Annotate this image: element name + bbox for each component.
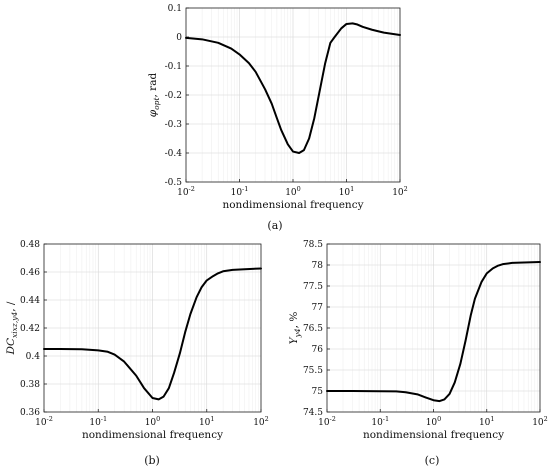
y-axis-unit: , rad <box>147 73 159 98</box>
chart-panel-c: 10-2 10-1 100 101 10274.57575.57676.57777.57… <box>288 240 548 467</box>
x-tick-base: 10 <box>318 418 330 428</box>
x-tick-exponent: 2 <box>544 415 548 423</box>
y-tick-label: 77.5 <box>303 282 323 292</box>
y-axis-label: DCxixz,y4, / <box>5 301 19 355</box>
panel-label: (c) <box>425 454 440 467</box>
series-line-c <box>326 261 541 403</box>
y-axis-subscript: opt <box>152 97 161 110</box>
x-tick-base: 10 <box>479 418 491 428</box>
y-axis-subscript: y4 <box>293 328 302 338</box>
x-tick-exponent: 0 <box>437 415 441 423</box>
x-tick-base: 10 <box>89 418 101 428</box>
series-line-a <box>185 22 401 154</box>
y-tick-label: 0.36 <box>20 408 40 418</box>
y-axis-label: Yy4, % <box>288 312 302 345</box>
x-tick-base: 10 <box>339 188 351 198</box>
y-axis-symbol: DC <box>5 338 17 355</box>
y-tick-label: 76 <box>312 345 324 355</box>
x-tick-exponent: -2 <box>330 415 336 423</box>
y-tick-label: 77 <box>312 303 324 313</box>
panel-label: (b) <box>144 454 160 467</box>
x-axis-label: nondimensional frequency <box>82 429 223 441</box>
y-axis-unit: , % <box>288 312 300 329</box>
x-tick-base: 10 <box>426 418 438 428</box>
x-tick-label: 101 <box>199 415 215 428</box>
chart-panel-b: 10-2 10-1 100 101 1020.360.380.40.420.440.46… <box>5 240 269 467</box>
x-tick-exponent: -1 <box>101 415 107 423</box>
x-tick-exponent: -1 <box>242 185 248 193</box>
x-tick-exponent: -1 <box>383 415 389 423</box>
x-tick-label: 102 <box>253 415 269 428</box>
chart-panel-a: 10-2 10-1 100 101 102-0.5-0.4-0.3-0.2-0.100.… <box>147 4 408 232</box>
x-tick-exponent: -2 <box>47 415 53 423</box>
x-tick-label: 10-2 <box>35 415 53 428</box>
x-tick-label: 10-1 <box>231 185 249 198</box>
y-tick-label: 0.42 <box>20 324 40 334</box>
y-tick-label: -0.3 <box>165 120 183 130</box>
x-tick-base: 10 <box>285 188 297 198</box>
y-tick-label: 74.5 <box>303 408 323 418</box>
x-axis-label: nondimensional frequency <box>363 429 504 441</box>
x-tick-label: 100 <box>285 185 301 198</box>
x-tick-label: 101 <box>479 415 495 428</box>
x-tick-exponent: 0 <box>297 185 301 193</box>
y-axis-symbol: Y <box>288 336 300 344</box>
y-tick-label: -0.5 <box>165 178 183 188</box>
x-tick-exponent: 1 <box>210 415 214 423</box>
x-tick-label: 100 <box>145 415 161 428</box>
y-tick-label: 0.4 <box>26 352 41 362</box>
x-tick-base: 10 <box>532 418 544 428</box>
x-tick-label: 10-1 <box>371 415 389 428</box>
x-tick-label: 10-2 <box>177 185 195 198</box>
y-tick-label: 76.5 <box>303 324 323 334</box>
x-tick-exponent: 2 <box>404 185 408 193</box>
x-tick-base: 10 <box>231 188 243 198</box>
y-tick-label: 75.5 <box>303 366 323 376</box>
x-tick-exponent: 0 <box>156 415 160 423</box>
x-tick-base: 10 <box>253 418 265 428</box>
y-tick-label: 0.38 <box>20 380 40 390</box>
x-tick-label: 102 <box>532 415 548 428</box>
x-tick-label: 10-1 <box>89 415 107 428</box>
x-tick-base: 10 <box>177 188 189 198</box>
y-tick-label: 0.48 <box>20 240 40 250</box>
y-tick-label: 75 <box>312 387 324 397</box>
x-tick-label: 10-2 <box>318 415 336 428</box>
y-tick-label: 78 <box>312 261 324 271</box>
x-axis-label: nondimensional frequency <box>222 199 363 211</box>
series-line-b <box>43 267 262 401</box>
y-tick-label: 0.46 <box>20 268 40 278</box>
y-tick-label: -0.1 <box>165 62 182 72</box>
y-tick-label: 0 <box>176 33 182 43</box>
x-tick-exponent: 2 <box>265 415 269 423</box>
y-tick-label: 78.5 <box>303 240 323 250</box>
y-tick-label: -0.4 <box>165 149 183 159</box>
x-tick-exponent: -2 <box>189 185 195 193</box>
y-axis-label: φopt, rad <box>147 73 161 118</box>
x-tick-base: 10 <box>199 418 211 428</box>
x-tick-base: 10 <box>145 418 157 428</box>
x-tick-base: 10 <box>392 188 404 198</box>
y-axis-symbol: φ <box>147 109 159 117</box>
x-tick-base: 10 <box>35 418 47 428</box>
x-tick-label: 100 <box>426 415 442 428</box>
y-tick-label: 0.44 <box>20 296 40 306</box>
x-tick-label: 102 <box>392 185 408 198</box>
y-axis-subscript: xixz,y4 <box>10 312 19 338</box>
panel-label: (a) <box>267 219 282 232</box>
x-tick-exponent: 1 <box>350 185 354 193</box>
y-tick-label: 0.1 <box>168 4 182 14</box>
x-tick-label: 101 <box>339 185 355 198</box>
x-tick-exponent: 1 <box>490 415 494 423</box>
y-axis-unit: , / <box>5 301 17 312</box>
x-tick-base: 10 <box>371 418 383 428</box>
y-tick-label: -0.2 <box>165 91 182 101</box>
